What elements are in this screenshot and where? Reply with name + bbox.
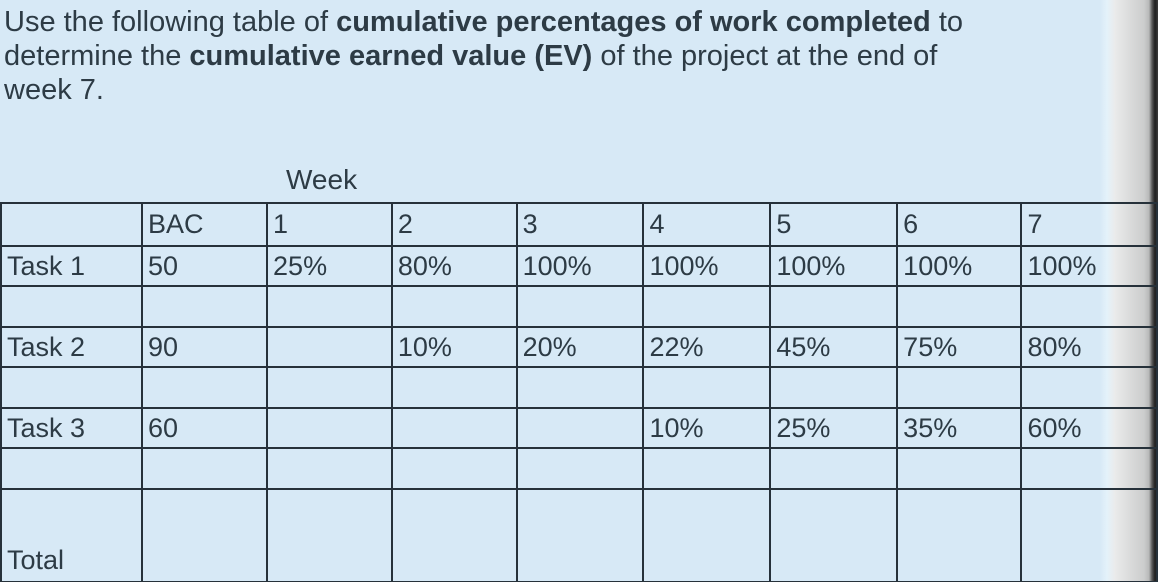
value-cell: 45% [769, 326, 899, 368]
week-axis-label: Week [286, 164, 358, 195]
value-cell [515, 366, 645, 409]
value-cell [390, 488, 518, 582]
value-cell [896, 285, 1023, 328]
value-cell [266, 447, 393, 490]
value-cell: 100% [642, 245, 772, 287]
value-cell [769, 285, 899, 328]
value-cell [390, 407, 518, 449]
value-cell [266, 285, 393, 328]
value-cell: 80% [390, 245, 518, 287]
value-cell [896, 488, 1023, 582]
value-cell [141, 488, 269, 582]
header-cell: BAC [141, 202, 269, 247]
value-cell [769, 488, 899, 582]
value-cell [390, 285, 518, 328]
row-label-cell: Task 1 [0, 245, 144, 287]
row-label-cell: Total [0, 488, 144, 582]
value-cell [1020, 285, 1158, 328]
question-segment: week 7. [4, 74, 104, 106]
header-cell: 3 [515, 202, 645, 247]
question-line: week 7. [4, 73, 1094, 107]
value-cell [141, 285, 269, 328]
row-label-cell: Task 2 [0, 326, 144, 368]
value-cell [266, 407, 393, 449]
header-cell: 7 [1020, 202, 1158, 247]
question-segment: of the project at the end of [592, 40, 938, 72]
row-label-cell: Task 3 [0, 407, 144, 449]
table-task-row: Task 2 90 10% 20% 22% 45% 75% 80% [0, 326, 1158, 368]
value-cell [1020, 447, 1158, 490]
table-header-row: BAC 1 2 3 4 5 6 7 [0, 202, 1158, 247]
question-segment: determine the [4, 40, 190, 72]
value-cell [390, 447, 518, 490]
value-cell [266, 488, 393, 582]
value-cell: 60 [141, 407, 269, 449]
value-cell: 80% [1020, 326, 1158, 368]
question-segment: Use the following table of [4, 6, 337, 38]
value-cell: 100% [896, 245, 1023, 287]
value-cell [642, 285, 772, 328]
question-bold-segment: cumulative percentages of work completed [336, 6, 931, 38]
value-cell [1020, 366, 1158, 409]
value-cell: 100% [769, 245, 899, 287]
value-cell: 10% [642, 407, 772, 449]
value-cell [141, 366, 269, 409]
value-cell: 22% [642, 326, 772, 368]
header-cell: 1 [266, 202, 393, 247]
value-cell [642, 447, 772, 490]
value-cell [141, 447, 269, 490]
question-segment: to [930, 6, 964, 38]
table-spacer-row [0, 447, 1158, 490]
value-cell: 90 [141, 326, 269, 368]
value-cell: 100% [1020, 245, 1158, 287]
question-text: Use the following table of cumulative pe… [4, 5, 1094, 107]
value-cell [896, 447, 1023, 490]
value-cell [1020, 488, 1158, 582]
table-spacer-row [0, 366, 1158, 409]
value-cell [515, 488, 645, 582]
header-cell: 6 [896, 202, 1023, 247]
question-line: Use the following table of cumulative pe… [4, 5, 1094, 39]
value-cell [769, 447, 899, 490]
value-cell [515, 407, 645, 449]
value-cell [515, 447, 645, 490]
row-label-cell [0, 366, 144, 409]
value-cell [769, 366, 899, 409]
value-cell: 25% [769, 407, 899, 449]
table-total-row: Total [0, 488, 1158, 582]
row-label-cell [0, 285, 144, 328]
value-cell: 20% [515, 326, 645, 368]
table-spacer-row [0, 285, 1158, 328]
question-line: determine the cumulative earned value (E… [4, 39, 1094, 73]
value-cell [390, 366, 518, 409]
value-cell [266, 366, 393, 409]
value-cell [642, 488, 772, 582]
value-cell: 50 [141, 245, 269, 287]
header-cell: 2 [390, 202, 518, 247]
header-cell: 4 [642, 202, 772, 247]
question-bold-segment: cumulative earned value (EV) [189, 40, 593, 72]
value-cell [515, 285, 645, 328]
table-task-row: Task 1 50 25% 80% 100% 100% 100% 100% 100% [0, 245, 1158, 287]
header-cell [0, 202, 144, 247]
row-label-cell [0, 447, 144, 490]
value-cell [266, 326, 393, 368]
work-completed-table: BAC 1 2 3 4 5 6 7 Task 1 50 25% 80% 100% 100% 100% 100%… [0, 202, 1158, 582]
value-cell: 60% [1020, 407, 1158, 449]
value-cell [642, 366, 772, 409]
value-cell: 100% [515, 245, 645, 287]
table-task-row: Task 3 60 10% 25% 35% 60% [0, 407, 1158, 449]
value-cell: 35% [896, 407, 1023, 449]
value-cell [896, 366, 1023, 409]
value-cell: 75% [896, 326, 1023, 368]
value-cell: 10% [390, 326, 518, 368]
value-cell: 25% [266, 245, 393, 287]
header-cell: 5 [769, 202, 899, 247]
